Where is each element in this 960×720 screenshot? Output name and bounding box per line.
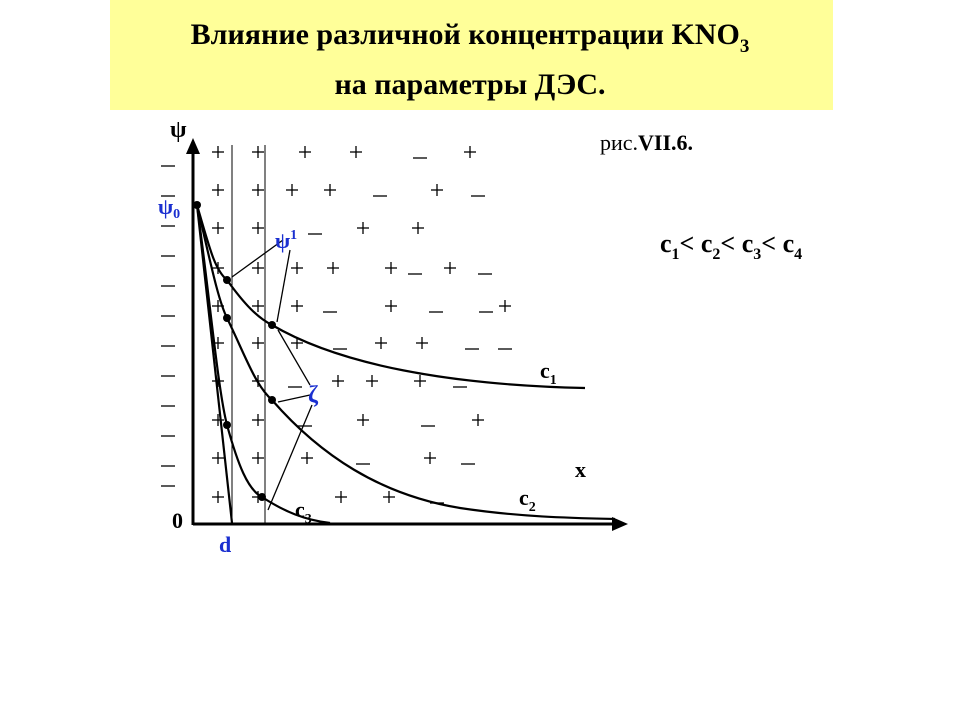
- curves: [195, 204, 616, 525]
- title-text: Влияние различной концентрации KNO: [191, 18, 740, 51]
- term-sub: 2: [712, 246, 720, 263]
- inequality-sign: <: [720, 229, 741, 258]
- point: [193, 201, 201, 209]
- x-axis-label: x: [575, 457, 586, 482]
- curve-base: c: [540, 358, 550, 383]
- title-line2: на параметры ДЭС.: [334, 68, 605, 101]
- zeta-label: ζ: [308, 382, 319, 408]
- curve-base: c: [519, 485, 529, 510]
- curve-c4: [195, 204, 234, 524]
- psi1-base: ψ: [275, 228, 290, 253]
- term-base: c: [701, 229, 713, 258]
- term-sub: 4: [794, 246, 802, 263]
- curve-label: c3: [295, 497, 312, 527]
- term-base: c: [660, 229, 672, 258]
- curve-label: c2: [519, 485, 536, 515]
- inequality-sign: <: [680, 229, 701, 258]
- curve-sub: 3: [305, 512, 312, 527]
- inequality: c1< c2< c3< c4: [660, 229, 802, 263]
- points: [193, 201, 276, 501]
- pointer: [231, 239, 284, 278]
- point: [223, 421, 231, 429]
- term-base: c: [783, 229, 795, 258]
- ions: [161, 146, 512, 504]
- pointer: [267, 404, 313, 511]
- term-sub: 1: [672, 246, 680, 263]
- psi1-label: ψ1: [275, 228, 297, 253]
- pointer: [277, 394, 311, 403]
- y-axis-label: ψ: [170, 117, 187, 143]
- point: [268, 396, 276, 404]
- d-label: d: [219, 532, 231, 557]
- term-base: c: [742, 229, 754, 258]
- curve-sub: 1: [550, 373, 557, 388]
- psi0-sub: 0: [173, 207, 180, 222]
- pointers: [231, 239, 313, 511]
- point: [223, 314, 231, 322]
- inequality-sign: <: [761, 229, 782, 258]
- title-box: [110, 0, 833, 110]
- figure-label: рис.VII.6.: [600, 130, 693, 155]
- point: [258, 493, 266, 501]
- title-line1: Влияние различной концентрации KNO3: [191, 18, 750, 57]
- term-sub: 3: [753, 246, 761, 263]
- curve-c1: [195, 204, 586, 390]
- figure-number: VII.6.: [638, 130, 693, 155]
- curve-sub: 2: [529, 500, 536, 515]
- curve-label: c1: [540, 358, 557, 388]
- curve-c2: [195, 204, 616, 521]
- point: [223, 276, 231, 284]
- curve-c3: [195, 204, 331, 525]
- pointer: [276, 249, 291, 323]
- psi0-base: ψ: [158, 194, 173, 219]
- curve-base: c: [295, 497, 305, 522]
- title-sub: 3: [740, 36, 750, 57]
- figure-prefix: рис.: [600, 130, 638, 155]
- origin-label: 0: [172, 508, 183, 533]
- psi0-label: ψ0: [158, 194, 180, 222]
- pointer: [277, 329, 311, 386]
- y-arrow: [186, 138, 200, 154]
- x-arrow: [612, 517, 628, 531]
- psi1-sup: 1: [290, 228, 297, 243]
- point: [268, 321, 276, 329]
